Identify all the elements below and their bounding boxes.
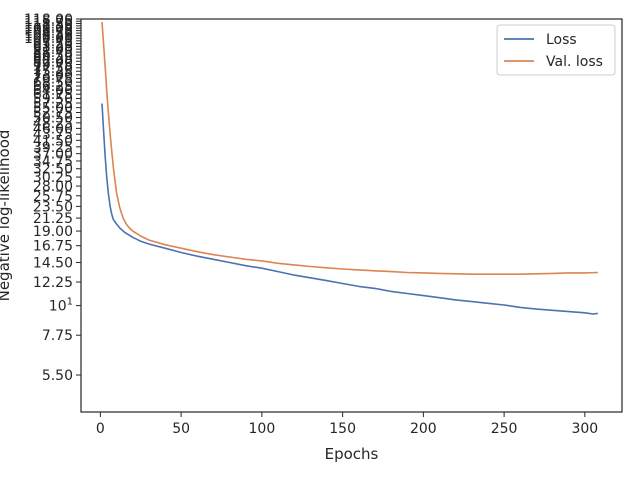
y-tick-label: 104.50	[24, 26, 73, 42]
y-tick-label: 102.25	[24, 29, 73, 45]
series-line-loss	[101, 103, 598, 315]
y-axis-title: Negative log-likelihood	[0, 130, 13, 302]
x-axis-title: Epochs	[325, 445, 379, 463]
y-tick-label: 7.75	[42, 328, 73, 344]
y-tick-label: 95.50	[33, 37, 73, 53]
legend-label: Val. loss	[546, 54, 603, 70]
x-tick-label: 150	[329, 421, 356, 437]
y-tick-label: 41.50	[33, 133, 73, 149]
y-tick-label: 19.00	[33, 224, 73, 240]
y-tick-label: 109.00	[24, 21, 73, 37]
y-axis-ticks: 5.507.7510112.2514.5016.7519.0021.2523.5…	[24, 12, 81, 384]
x-tick-label: 0	[96, 421, 105, 437]
y-tick-label: 91.00	[33, 42, 73, 58]
y-tick-label: 5.50	[42, 368, 73, 384]
y-tick-label: 34.75	[33, 154, 73, 170]
y-tick-label: 100.00	[24, 31, 73, 47]
y-tick-label: 97.75	[33, 34, 73, 50]
y-tick-label: 118.00	[24, 12, 73, 28]
y-tick-label: 79.75	[33, 57, 73, 73]
x-tick-label: 250	[491, 421, 518, 437]
plot-frame	[80, 18, 623, 413]
y-tick-label: 113.50	[24, 17, 73, 33]
y-tick-label: 57.25	[33, 96, 73, 112]
y-tick-label: 86.50	[33, 48, 73, 64]
y-tick-label: 48.25	[33, 116, 73, 132]
legend-box	[496, 24, 616, 76]
y-tick-label: 32.50	[33, 162, 73, 178]
y-tick-label: 43.75	[33, 127, 73, 143]
x-axis-ticks: 0 50 100 150 200 250 300	[96, 412, 598, 437]
x-tick-label: 200	[410, 421, 437, 437]
legend-label: Loss	[546, 32, 577, 48]
y-tick-label: 21.25	[33, 211, 73, 227]
y-tick-label: 64.00	[33, 83, 73, 99]
x-tick-label: 50	[172, 421, 190, 437]
y-tick-label: 55.00	[33, 101, 73, 117]
y-tick-label: 93.25	[33, 39, 73, 55]
x-tick-label: 300	[571, 421, 598, 437]
y-tick-label: 50.50	[33, 111, 73, 127]
y-tick-label: 46.00	[33, 121, 73, 137]
y-tick-label: 84.25	[33, 51, 73, 67]
y-tick-label: 88.75	[33, 45, 73, 61]
y-tick-label: 106.75	[24, 24, 73, 40]
y-tick-label: 39.25	[33, 140, 73, 156]
y-tick-label: 70.75	[33, 71, 73, 87]
y-tick-label: 12.25	[33, 275, 73, 291]
y-tick-label: 28.00	[33, 179, 73, 195]
y-tick-label: 115.75	[24, 14, 73, 30]
y-tick-label: 52.75	[33, 105, 73, 121]
y-tick-label: 23.50	[33, 199, 73, 215]
y-tick-label: 16.75	[33, 239, 73, 255]
series-lines	[101, 21, 598, 315]
y-tick-label: 30.25	[33, 170, 73, 186]
y-tick-label: 77.50	[33, 61, 73, 77]
x-tick-label: 100	[249, 421, 276, 437]
y-tick-label: 37.00	[33, 147, 73, 163]
y-tick-label: 75.25	[33, 64, 73, 80]
y-tick-label: 59.50	[33, 92, 73, 108]
y-tick-label: 66.25	[33, 79, 73, 95]
y-tick-label: 14.50	[33, 255, 73, 271]
y-tick-label: 82.00	[33, 54, 73, 70]
y-tick-label: 61.75	[33, 87, 73, 103]
series-line-val-loss	[101, 21, 598, 276]
y-tick-label: 111.25	[24, 19, 73, 35]
y-tick-label: 25.75	[33, 189, 73, 205]
legend: Loss Val. loss	[496, 24, 616, 76]
y-tick-label: 68.50	[33, 75, 73, 91]
y-tick-label: 73.00	[33, 68, 73, 84]
